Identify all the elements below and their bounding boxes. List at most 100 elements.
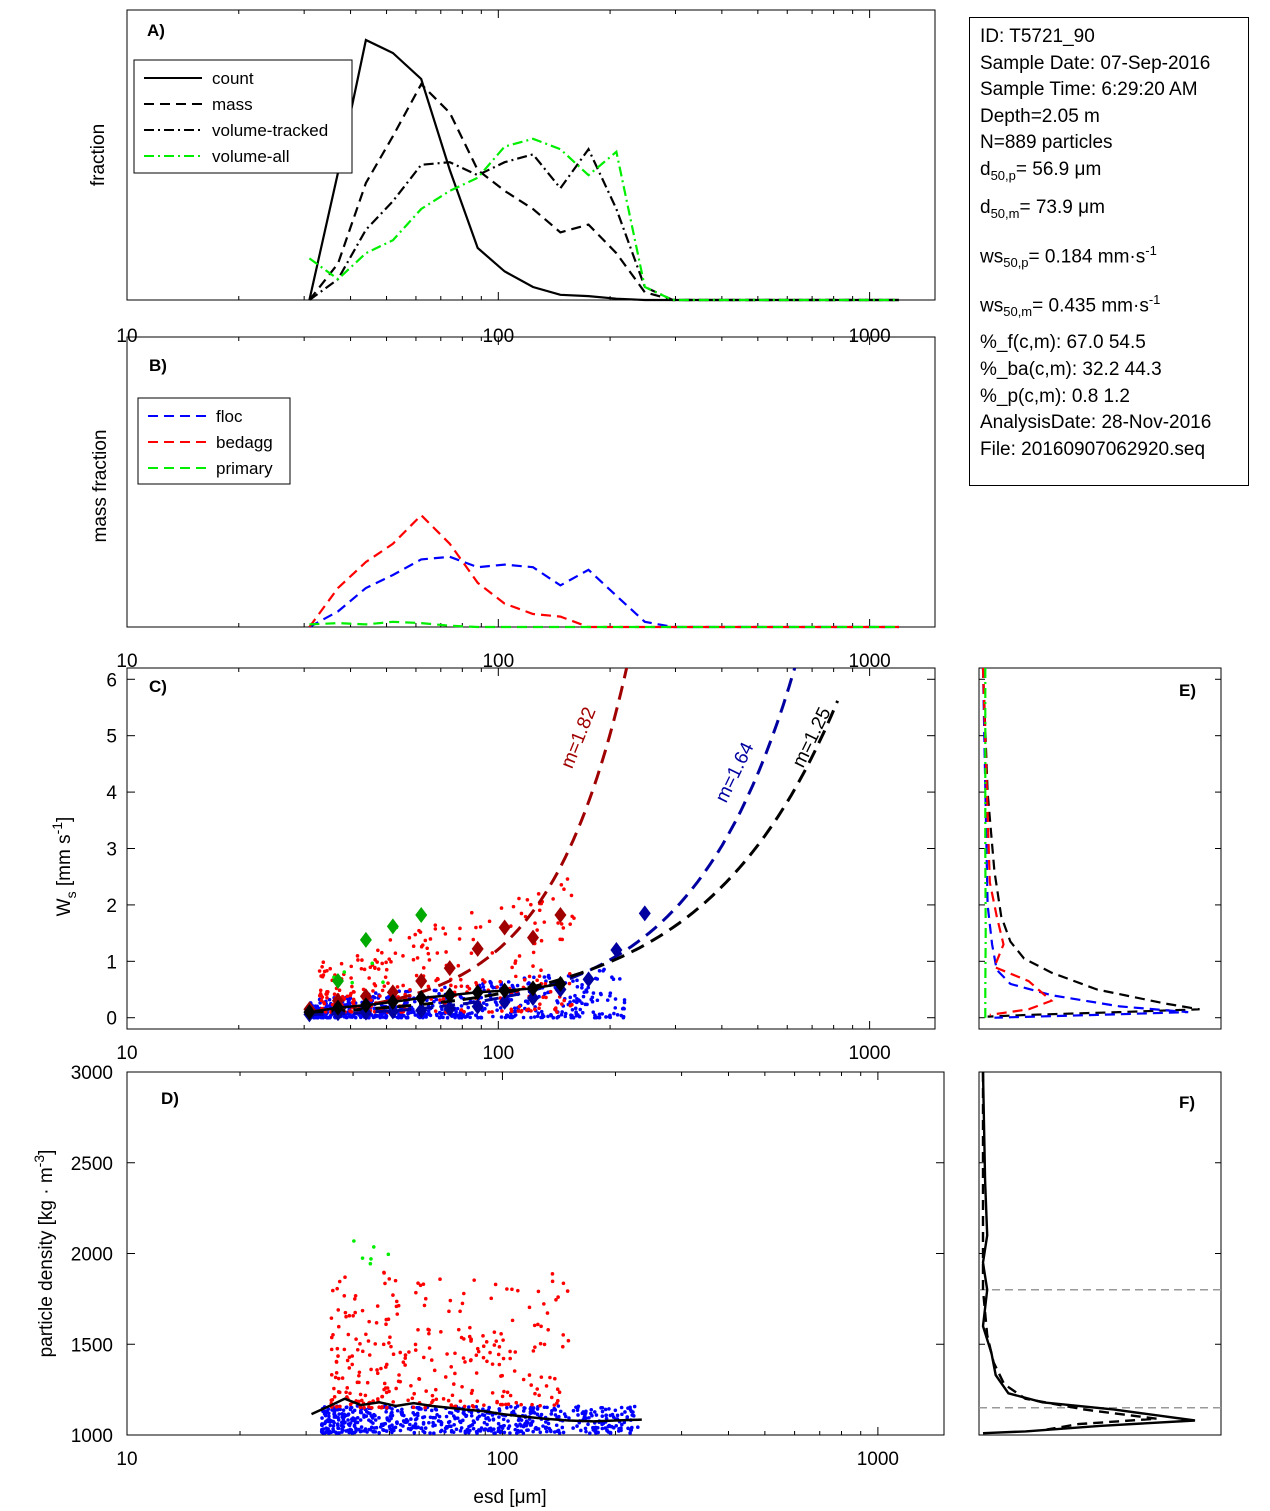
panel-c-diamond-floc (443, 1000, 456, 1017)
panel-d-point-bedagg (438, 1277, 442, 1281)
panel-d-point-floc (369, 1414, 374, 1418)
panel-c-point-bedagg (510, 965, 514, 970)
panel-d-point-bedagg (492, 1330, 497, 1334)
panel-d-point-floc (535, 1412, 540, 1417)
panel-d-point-bedagg (382, 1270, 386, 1275)
panel-c-point-floc (315, 1004, 320, 1009)
panel-d-point-floc (592, 1410, 597, 1414)
panel-d-point-floc (320, 1427, 324, 1432)
panel-d-point-floc (367, 1418, 371, 1422)
panel-c-point-bedagg (375, 960, 379, 964)
panel-c-point-floc (571, 1015, 576, 1020)
panel-d-point-bedagg (362, 1405, 366, 1410)
panel-c-point-bedagg (562, 887, 566, 892)
panel-d-point-floc (388, 1414, 393, 1418)
panel-c-point-floc (598, 991, 603, 996)
info-f-cm: %_f(c,m): 67.0 54.5 (980, 332, 1146, 354)
panel-d-point-bedagg (350, 1354, 355, 1358)
panel-d-point-floc (636, 1425, 640, 1430)
panel-c-point-bedagg (487, 1010, 491, 1014)
panel-d-point-floc (467, 1424, 471, 1429)
panel-c-point-bedagg (525, 897, 530, 902)
panel-c-point-floc (432, 999, 436, 1004)
panel-c-point-bedagg (348, 993, 353, 998)
panel-d-point-bedagg (482, 1403, 486, 1407)
panel-c-point-bedagg (411, 957, 416, 962)
panel-d-label: D) (161, 1089, 179, 1108)
panel-d-point-bedagg (395, 1312, 400, 1316)
panel-d-point-bedagg (429, 1358, 434, 1362)
panel-c-point-bedagg (427, 958, 432, 962)
panel-d-point-bedagg (424, 1389, 428, 1393)
panel-d-point-bedagg (490, 1391, 495, 1395)
panel-c-diamond-floc (415, 1002, 428, 1019)
panel-d-point-bedagg (485, 1359, 489, 1364)
panel-d-point-bedagg (385, 1386, 390, 1390)
panel-c-point-floc (481, 985, 486, 989)
panel-d-point-bedagg (492, 1343, 497, 1347)
panel-d-point-floc (384, 1429, 389, 1433)
panel-d-point-floc (471, 1426, 476, 1431)
panel-d-point-bedagg (458, 1309, 462, 1314)
panel-d-point-bedagg (490, 1362, 495, 1366)
panel-c-point-bedagg (478, 925, 483, 929)
panel-c-point-bedagg (483, 980, 487, 984)
panel-d-point-floc (622, 1420, 627, 1425)
panel-c-point-floc (435, 1013, 439, 1018)
panel-d-point-bedagg (470, 1388, 475, 1393)
panel-c-point-bedagg (350, 984, 354, 989)
panel-c-point-primary (342, 970, 347, 974)
panel-d-point-bedagg (513, 1350, 518, 1354)
panel-d-point-floc (629, 1409, 634, 1414)
panel-d-point-floc (469, 1413, 474, 1418)
panel-c-point-floc (556, 1000, 560, 1005)
panel-c-point-bedagg (457, 937, 462, 941)
panel-d-point-bedagg (555, 1401, 559, 1405)
panel-c-point-floc (608, 991, 613, 995)
panel-c-point-floc (526, 982, 530, 986)
panel-d-point-floc (428, 1415, 433, 1420)
panel-c-point-floc (503, 1015, 508, 1020)
panel-d-point-bedagg (532, 1323, 537, 1328)
panel-e-series-floc (981, 667, 1189, 1019)
panel-d-point-floc (456, 1409, 460, 1413)
panel-c-point-bedagg (380, 961, 384, 966)
panel-c-point-bedagg (380, 988, 385, 993)
info-d50m: d50,m= 73.9 μm (980, 197, 1105, 222)
panel-b-ylabel: mass fraction (90, 430, 111, 543)
panel-d-point-floc (584, 1429, 588, 1434)
panel-d-point-bedagg (358, 1392, 363, 1397)
panel-c-point-bedagg (418, 930, 423, 934)
panel-d-point-floc (528, 1410, 533, 1414)
panel-d-point-bedagg (375, 1368, 379, 1372)
panel-d-point-floc (620, 1422, 624, 1427)
panel-d-point-floc (439, 1428, 444, 1433)
panel-d-point-floc (466, 1430, 471, 1435)
panel-c-point-bedagg (535, 928, 539, 932)
panel-d-point-bedagg (535, 1387, 540, 1391)
panel-c-point-bedagg (423, 938, 428, 943)
panel-d-point-floc (542, 1405, 547, 1410)
panel-d-point-floc (539, 1412, 544, 1417)
panel-d-point-floc (608, 1431, 613, 1435)
panel-d-point-bedagg (497, 1345, 502, 1349)
panel-c-diamond-bedagg (359, 988, 372, 1005)
panel-d-point-floc (454, 1427, 459, 1432)
panel-d-point-floc (550, 1408, 554, 1413)
panel-d-point-bedagg (496, 1352, 501, 1357)
panel-c-point-floc (445, 1015, 450, 1020)
panel-d-point-floc (400, 1407, 404, 1412)
panel-d-point-floc (466, 1405, 471, 1409)
panel-d-point-bedagg (412, 1391, 416, 1396)
panel-d-point-bedagg (423, 1405, 427, 1410)
panel-d-point-bedagg (560, 1344, 565, 1349)
panel-d-point-bedagg (539, 1324, 543, 1329)
panel-d-point-bedagg (367, 1319, 371, 1324)
panel-d-point-bedagg (434, 1397, 439, 1402)
panel-c-point-floc (347, 997, 351, 1002)
panel-c-diamond-bedagg (471, 940, 484, 957)
panel-c-point-bedagg (531, 950, 536, 955)
panel-d-point-floc (496, 1426, 501, 1431)
panel-d-point-bedagg (561, 1281, 566, 1286)
